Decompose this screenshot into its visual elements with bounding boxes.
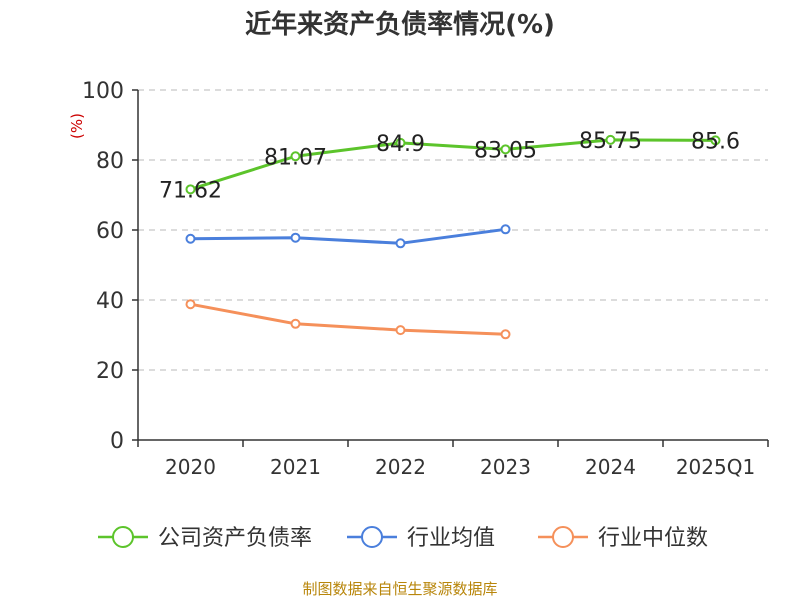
y-tick-label: 100: [82, 79, 124, 104]
y-tick-label: 80: [96, 149, 124, 174]
chart-title: 近年来资产负债率情况(%): [245, 10, 555, 40]
data-point: [185, 299, 196, 310]
y-tick-label: 60: [96, 219, 124, 244]
legend: 公司资产负债率 行业均值 行业中位数: [98, 526, 708, 551]
x-tick-label: 2020: [165, 455, 216, 479]
y-tick-label: 20: [96, 359, 124, 384]
legend-label: 行业中位数: [598, 526, 708, 551]
x-tick-label: 2023: [480, 455, 531, 479]
legend-label: 行业均值: [407, 526, 495, 551]
series-line: [190, 138, 716, 191]
data-point: [710, 135, 721, 146]
data-point: [290, 318, 301, 329]
x-tick-label: 2022: [375, 455, 426, 479]
x-tick-label: 2021: [270, 455, 321, 479]
x-tick-label: 2025Q1: [676, 455, 755, 479]
data-label: 83.05: [474, 138, 537, 163]
data-label: 81.07: [264, 145, 327, 170]
legend-marker: [552, 526, 574, 548]
data-point: [605, 134, 616, 145]
source-note: 制图数据来自恒生聚源数据库: [302, 580, 498, 598]
legend-marker: [112, 526, 134, 548]
data-point: [500, 144, 511, 155]
data-point: [500, 224, 511, 235]
legend-item: 行业中位数: [538, 526, 708, 551]
data-point: [290, 151, 301, 162]
legend-marker: [361, 526, 383, 548]
data-point: [185, 184, 196, 195]
legend-label: 公司资产负债率: [158, 526, 312, 551]
data-point: [185, 233, 196, 244]
data-label: 71.62: [159, 178, 222, 203]
grid-lines: [138, 89, 768, 371]
data-point: [290, 232, 301, 243]
x-tick-label: 2024: [585, 455, 636, 479]
legend-item: 公司资产负债率: [98, 526, 312, 551]
data-point: [395, 325, 406, 336]
data-label: 85.6: [691, 129, 740, 154]
y-tick-label: 0: [110, 429, 124, 454]
data-point: [395, 137, 406, 148]
series-layer: [185, 134, 721, 340]
series-line: [190, 227, 506, 245]
axes: 0 20 40 60 80 100 2020 2021 2022 2023 2024 2025Q1 (%…: [68, 79, 769, 479]
data-point: [500, 329, 511, 340]
series-line: [190, 302, 506, 336]
y-tick-label: 40: [96, 289, 124, 314]
data-label: 84.9: [376, 132, 425, 157]
y-axis-label: (%): [68, 113, 86, 139]
data-label: 85.75: [579, 129, 642, 154]
legend-item: 行业均值: [347, 526, 495, 551]
data-labels: 71.62 81.07 84.9 83.05 85.75 85.6: [159, 129, 740, 203]
data-point: [395, 238, 406, 249]
